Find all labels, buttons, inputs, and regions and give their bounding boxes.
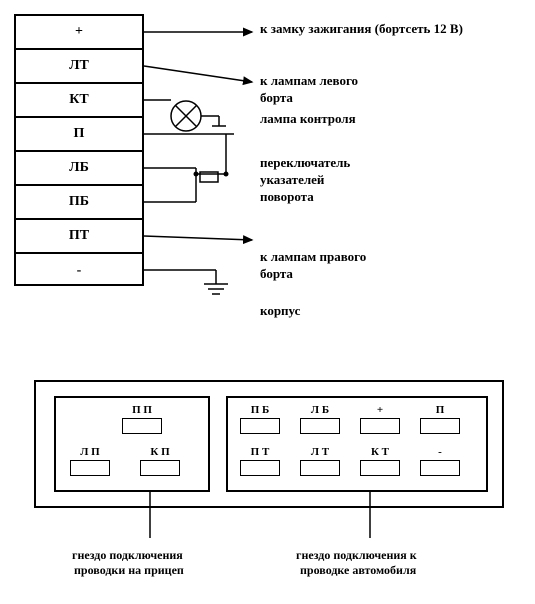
label-switch-3: поворота <box>260 190 314 205</box>
caption-trailer-1: гнездо подключения <box>72 548 183 562</box>
pin-trailer <box>70 460 110 476</box>
caption-vehicle-2: проводке автомобиля <box>300 563 416 577</box>
label-switch-1: переключатель <box>260 156 350 171</box>
pin-label: П Т <box>240 446 280 458</box>
label-control-lamp: лампа контроля <box>260 112 356 127</box>
terminal-row-3: П <box>16 118 142 152</box>
caption-trailer-2: проводки на прицеп <box>74 563 184 577</box>
pin-vehicle <box>240 418 280 434</box>
pin-label: + <box>360 404 400 416</box>
label-ignition: к замку зажигания (бортсеть 12 В) <box>260 22 463 37</box>
terminal-row-0: + <box>16 16 142 50</box>
label-left-lamps-2: борта <box>260 91 293 106</box>
pin-label: П Б <box>240 404 280 416</box>
pin-label: К Т <box>360 446 400 458</box>
pin-vehicle <box>300 418 340 434</box>
label-left-lamps-1: к лампам левого <box>260 74 358 89</box>
pin-label: П П <box>122 404 162 416</box>
terminal-row-4: ЛБ <box>16 152 142 186</box>
diagram-stage: +ЛТКТПЛБПБПТ- к замку зажигания (бортсет… <box>0 0 535 604</box>
pin-vehicle <box>300 460 340 476</box>
terminal-row-1: ЛТ <box>16 50 142 84</box>
pin-label: П <box>420 404 460 416</box>
pin-vehicle <box>420 418 460 434</box>
label-right-lamps-1: к лампам правого <box>260 250 366 265</box>
terminal-row-7: - <box>16 254 142 288</box>
pin-label: Л Т <box>300 446 340 458</box>
pin-label: Л П <box>70 446 110 458</box>
terminal-block: +ЛТКТПЛБПБПТ- <box>14 14 144 286</box>
terminal-row-5: ПБ <box>16 186 142 220</box>
terminal-row-6: ПТ <box>16 220 142 254</box>
label-right-lamps-2: борта <box>260 267 293 282</box>
pin-label: Л Б <box>300 404 340 416</box>
terminal-row-2: КТ <box>16 84 142 118</box>
label-switch-2: указателей <box>260 173 324 188</box>
pin-vehicle <box>360 460 400 476</box>
label-ground: корпус <box>260 304 300 319</box>
pin-vehicle <box>240 460 280 476</box>
caption-vehicle-1: гнездо подключения к <box>296 548 417 562</box>
pin-vehicle <box>420 460 460 476</box>
pin-label: К П <box>140 446 180 458</box>
pin-trailer <box>140 460 180 476</box>
pin-trailer <box>122 418 162 434</box>
pin-vehicle <box>360 418 400 434</box>
pin-label: - <box>420 446 460 458</box>
